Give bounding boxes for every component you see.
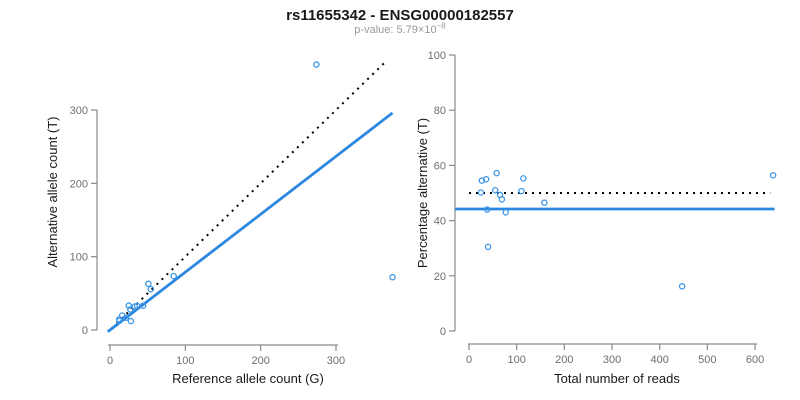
data-point [127, 306, 134, 313]
y-tick-label: 100 [70, 252, 88, 264]
data-point [541, 199, 548, 206]
data-point [389, 273, 396, 281]
data-point [127, 317, 135, 325]
data-point [145, 280, 152, 288]
x-tick-label: 500 [698, 354, 716, 366]
data-point [147, 285, 155, 293]
p-value-text: p-value: 5.79×10 [354, 24, 437, 36]
x-tick-label: 600 [746, 354, 764, 366]
y-tick-label: 60 [434, 160, 446, 172]
data-point [493, 169, 500, 177]
data-point [518, 187, 525, 195]
y-axis-label: Alternative allele count (T) [45, 116, 60, 267]
y-tick-label: 200 [70, 178, 88, 190]
data-point [502, 209, 509, 216]
data-point [313, 61, 320, 68]
y-tick-label: 40 [434, 216, 446, 228]
y-axis-label: Percentage alternative (T) [415, 118, 430, 268]
y-tick-label: 300 [70, 105, 88, 117]
data-point [477, 189, 485, 196]
x-tick-label: 300 [327, 355, 345, 367]
x-tick-label: 200 [251, 355, 269, 367]
panel-percentage-vs-reads: 0 100 200 300 400 500 600 0 20 40 60 80 100 Total num… [415, 50, 777, 386]
x-tick-label: 400 [651, 354, 669, 366]
data-point [170, 272, 177, 280]
x-tick-label: 200 [555, 354, 573, 366]
data-point [125, 302, 133, 309]
x-tick-label: 100 [176, 355, 194, 367]
data-point [484, 243, 492, 251]
regression-line [106, 111, 394, 333]
y-tick-label: 0 [440, 326, 446, 338]
data-point [498, 196, 506, 203]
x-axis-label: Reference allele count (G) [172, 371, 324, 386]
x-tick-label: 300 [603, 354, 621, 366]
identity-line [110, 60, 388, 330]
y-tick-label: 80 [434, 105, 446, 117]
data-point [769, 172, 777, 179]
x-tick-label: 100 [507, 354, 525, 366]
data-point [491, 186, 499, 194]
x-axis-label: Total number of reads [554, 371, 680, 386]
x-tick-label: 0 [466, 354, 472, 366]
data-point [482, 175, 490, 183]
y-tick-label: 100 [428, 50, 446, 62]
data-point [520, 175, 527, 182]
data-point [133, 302, 141, 310]
y-tick-label: 0 [82, 325, 88, 337]
chart-title: rs11655342 - ENSG00000182557 [286, 7, 514, 24]
data-point [678, 283, 686, 290]
data-point [122, 314, 130, 322]
y-tick-label: 20 [434, 271, 446, 283]
data-point [483, 206, 491, 213]
data-point [139, 302, 147, 309]
x-tick-label: 0 [107, 355, 113, 367]
chart-subtitle: p-value: 5.79×10−8 [0, 21, 800, 36]
p-value-exponent: −8 [436, 21, 446, 31]
